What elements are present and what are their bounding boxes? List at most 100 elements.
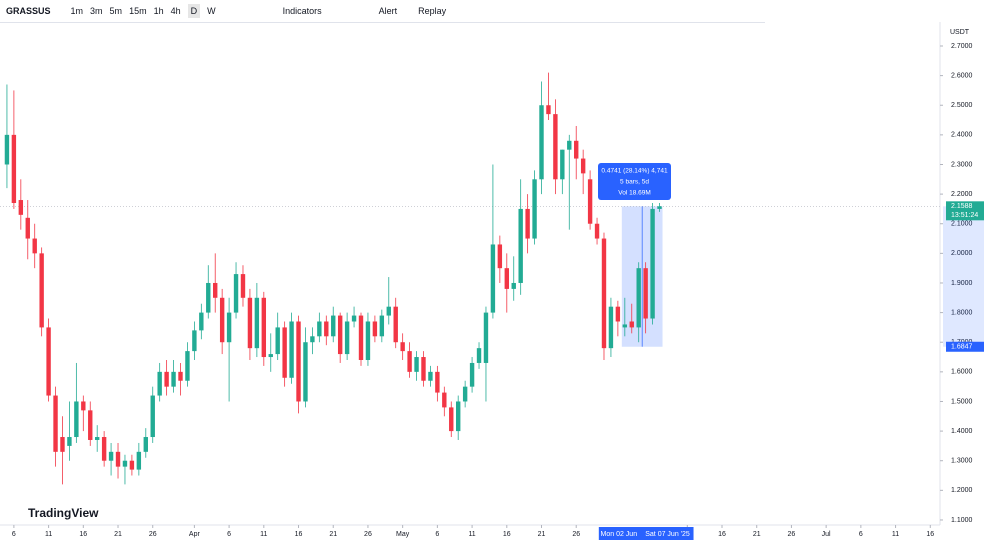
candle-body: [171, 371, 176, 387]
x-tick-label: 16: [926, 531, 934, 538]
candle-body: [650, 208, 655, 319]
candle-body: [504, 268, 509, 289]
candle-body: [289, 321, 294, 378]
symbol[interactable]: GRASSUS: [6, 6, 51, 16]
y-tick-label: 2.3000: [951, 161, 973, 168]
measure-low-label: 1.6847: [951, 344, 973, 351]
candle-body: [226, 312, 232, 343]
candle-body: [129, 460, 135, 470]
candle-body: [435, 371, 440, 393]
y-tick-label: 2.7000: [951, 43, 973, 50]
candle-body: [4, 134, 10, 165]
x-tick-label: Jul: [822, 531, 831, 538]
candle-body: [615, 306, 621, 322]
candle-body: [622, 324, 628, 328]
candle-body: [629, 321, 634, 328]
x-tick-label: 26: [364, 531, 372, 538]
time-range-highlight: [598, 527, 694, 540]
y-tick-label: 2.5000: [951, 102, 973, 109]
y-tick-label: 1.9000: [951, 280, 973, 287]
x-tick-label: 6: [859, 531, 863, 538]
candle-body: [351, 315, 357, 322]
candle-body: [296, 321, 301, 402]
toolbar: GRASSUS 1m 3m 5m 15m 1h 4h D W Indicator…: [0, 0, 765, 23]
candle-body: [108, 451, 114, 461]
y-tick-label: 2.6000: [951, 72, 973, 79]
x-tick-label: 6: [12, 531, 16, 538]
candle-body: [469, 362, 475, 387]
range-end-label: Sat 07 Jun '25: [645, 531, 690, 538]
candle-body: [560, 149, 565, 180]
measure-text: Vol 18.69M: [618, 190, 651, 197]
candle-body: [240, 274, 246, 298]
x-tick-label: May: [396, 531, 410, 538]
candle-body: [657, 206, 662, 209]
candle-body: [60, 437, 65, 452]
candle-body: [567, 140, 572, 150]
candle-body: [393, 306, 398, 343]
candle-body: [219, 297, 225, 343]
x-tick-label: 21: [329, 531, 337, 538]
x-tick-label: 26: [788, 531, 796, 538]
candle-body: [421, 357, 426, 381]
interval[interactable]: 1m: [70, 6, 84, 16]
candle-body: [497, 244, 503, 269]
candle-body: [199, 312, 204, 331]
x-tick-label: 26: [572, 531, 580, 538]
candle-body: [25, 217, 30, 239]
interval[interactable]: 15m: [129, 6, 147, 16]
candle-body: [608, 306, 614, 349]
candle-body: [386, 306, 391, 316]
candle-body: [518, 208, 523, 283]
indicators-button[interactable]: Indicators: [282, 6, 322, 16]
candle-body: [185, 351, 190, 381]
x-tick-label: 21: [538, 531, 546, 538]
candle-body: [136, 451, 142, 470]
candle-body: [462, 386, 468, 402]
candle-body: [213, 282, 218, 298]
y-tick-label: 2.1000: [951, 221, 973, 228]
x-tick-label: Apr: [189, 531, 201, 538]
candle-body: [32, 238, 37, 254]
interval[interactable]: 1h: [153, 6, 164, 16]
y-tick-label: 1.5000: [951, 398, 973, 405]
interval[interactable]: 5m: [109, 6, 123, 16]
candle-body: [324, 321, 329, 337]
candle-body: [94, 437, 100, 440]
candle-body: [67, 437, 72, 446]
candle-body: [442, 392, 447, 408]
candle-body: [490, 244, 496, 313]
y-tick-label: 2.2000: [951, 191, 973, 198]
interval[interactable]: W: [207, 6, 216, 16]
measure-low-box: [946, 341, 984, 352]
replay-button[interactable]: Replay: [418, 6, 447, 16]
x-tick-label: 16: [295, 531, 303, 538]
candle-body: [157, 371, 162, 396]
candle-body: [282, 327, 287, 378]
measure-text: 5 bars, 5d: [620, 179, 649, 186]
candle-body: [574, 140, 579, 159]
y-tick-label: 1.8000: [951, 309, 973, 316]
candle-body: [317, 321, 322, 337]
candle-body: [74, 401, 79, 438]
candle-body: [268, 354, 273, 358]
measure-tooltip: [598, 163, 671, 200]
interval[interactable]: 3m: [90, 6, 103, 16]
y-tick-label: 1.4000: [951, 428, 973, 435]
candle-body: [525, 208, 530, 239]
interval[interactable]: 4h: [170, 6, 181, 16]
currency: USDT: [950, 29, 970, 36]
candle-body: [539, 105, 544, 180]
x-tick-label: 16: [503, 531, 511, 538]
interval[interactable]: D: [187, 4, 201, 18]
candle-body: [414, 357, 419, 372]
alert-button[interactable]: Alert: [378, 6, 398, 16]
candle-body: [81, 401, 86, 411]
x-tick-label: 16: [718, 531, 726, 538]
x-tick-label: 6: [435, 531, 439, 538]
candle-body: [428, 371, 433, 381]
candle-body: [511, 282, 516, 289]
x-tick-label: 11: [892, 531, 899, 538]
candle-body: [587, 179, 593, 224]
